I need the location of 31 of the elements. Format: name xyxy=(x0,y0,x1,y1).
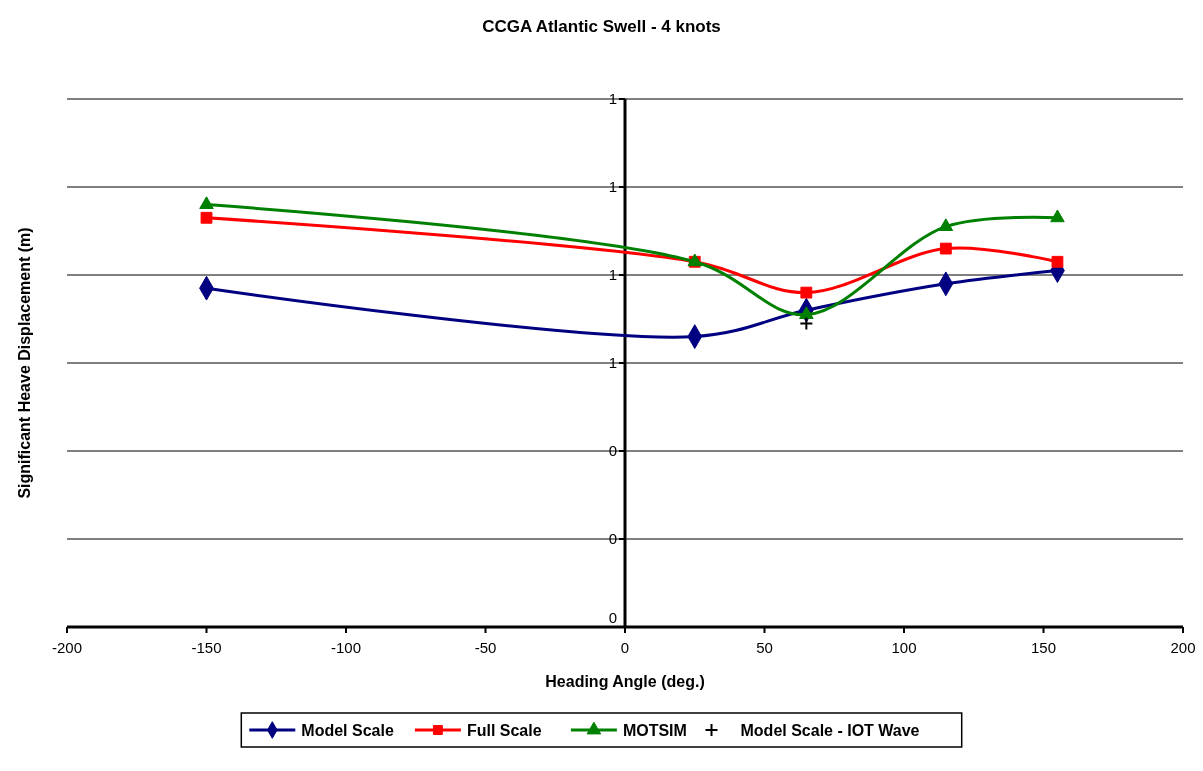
y-axis-title: Significant Heave Displacement (m) xyxy=(16,227,33,499)
x-tick-label: 50 xyxy=(756,639,773,656)
chart-title: CCGA Atlantic Swell - 4 knots xyxy=(482,17,721,36)
y-tick-label: 1 xyxy=(608,178,617,195)
y-tick-label: 1 xyxy=(608,266,617,283)
x-tick-label: -200 xyxy=(51,639,83,656)
legend-label: MOTSIM xyxy=(622,722,687,739)
y-tick-label: 0 xyxy=(608,530,617,547)
legend-label: Model Scale xyxy=(301,722,394,739)
point xyxy=(199,196,214,209)
point xyxy=(799,316,814,331)
x-axis-title: Heading Angle (deg.) xyxy=(545,673,705,690)
y-tick-label: 1 xyxy=(608,354,617,371)
legend-label: Full Scale xyxy=(466,722,542,739)
x-tick-label: -100 xyxy=(330,639,362,656)
point xyxy=(800,286,813,299)
x-tick-label: -50 xyxy=(474,639,497,656)
y-tick-label: 0 xyxy=(608,442,617,459)
point xyxy=(939,242,952,255)
y-tick-label: 0 xyxy=(608,609,617,626)
x-tick-label: 0 xyxy=(620,639,630,656)
y-tick-label: 1 xyxy=(608,90,617,107)
point xyxy=(200,211,213,224)
legend-label: Model Scale - IOT Wave xyxy=(740,722,920,739)
x-tick-label: 200 xyxy=(1170,639,1196,656)
x-tick-label: 150 xyxy=(1030,639,1057,656)
x-tick-label: 100 xyxy=(891,639,917,656)
point xyxy=(938,218,954,231)
point xyxy=(1051,255,1064,268)
point xyxy=(1050,209,1065,223)
x-tick-label: -150 xyxy=(191,639,222,656)
